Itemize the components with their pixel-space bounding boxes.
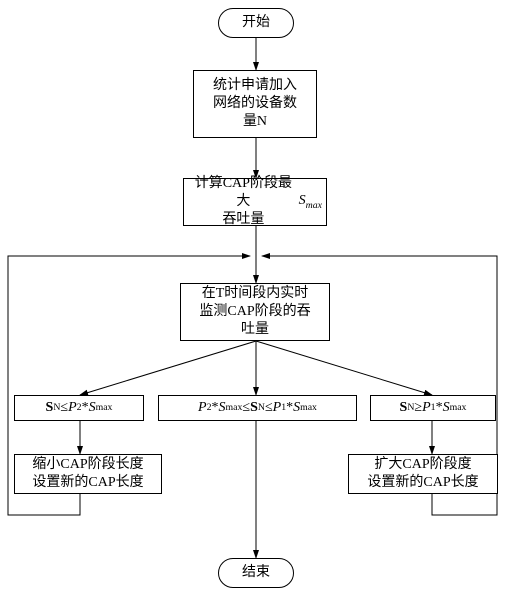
node-end: 结束 <box>218 558 294 588</box>
node-calc: 计算CAP阶段最大吞吐量Smax <box>183 178 327 226</box>
node-condR: SN ≥ P1 * Smax <box>370 395 496 421</box>
node-shrink: 缩小CAP阶段长度设置新的CAP长度 <box>14 454 162 494</box>
node-condM: P2 * Smax ≤ SN ≤ P1 * Smax <box>158 395 357 421</box>
node-count: 统计申请加入网络的设备数量N <box>193 70 317 138</box>
node-expand: 扩大CAP阶段度设置新的CAP长度 <box>348 454 498 494</box>
node-monitor: 在T时间段内实时监测CAP阶段的吞吐量 <box>180 283 330 341</box>
node-start: 开始 <box>218 8 294 38</box>
edge <box>80 341 256 395</box>
edge <box>256 341 432 395</box>
node-condL: SN ≤ P2 * Smax <box>14 395 144 421</box>
